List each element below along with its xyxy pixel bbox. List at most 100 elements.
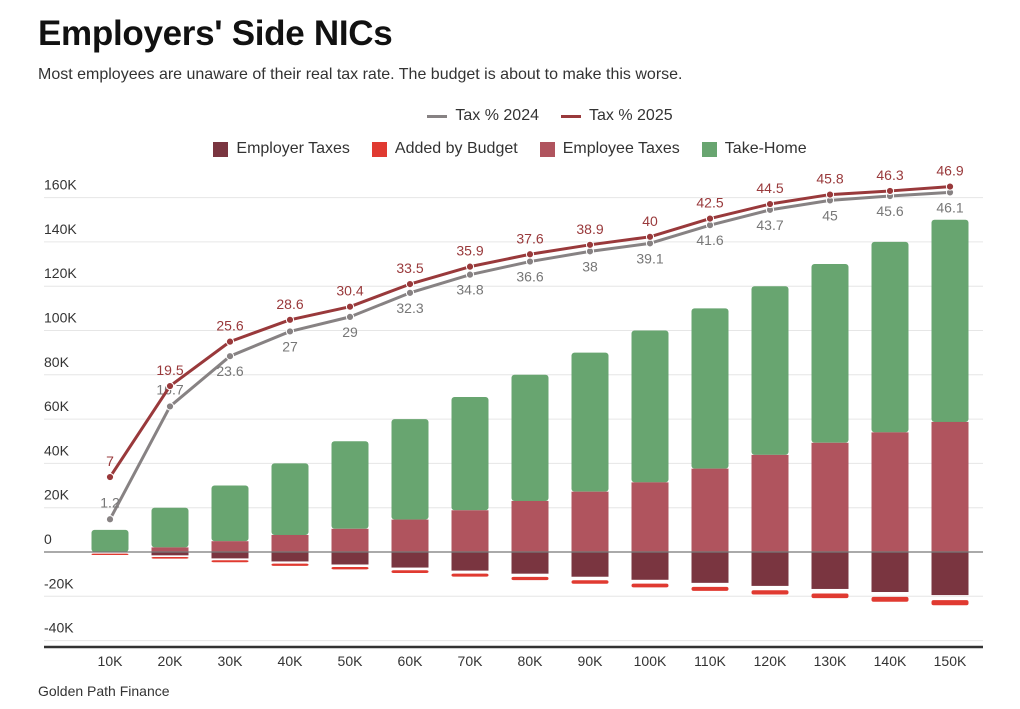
bar-added-by-budget [571,580,609,584]
bar-take-home [571,352,609,492]
data-label: 44.5 [756,180,783,196]
line-point [165,381,175,391]
line-point [285,327,295,336]
line-point [345,312,355,321]
line-legend: Tax % 2024 Tax % 2025 [0,107,1020,125]
data-label: 46.3 [876,167,903,183]
legend-swatch [561,114,581,118]
data-label: 25.6 [216,318,243,334]
data-label: 37.6 [516,230,543,246]
legend-swatch [539,141,555,157]
data-label: 36.6 [516,269,543,285]
legend-item-employee-taxes[interactable]: Employee Taxes [539,140,680,158]
y-tick-label: 20K [44,487,70,503]
legend-swatch [701,141,717,157]
bar-employee-taxes [331,528,369,552]
data-label: 27 [282,338,298,354]
bar-added-by-budget [331,566,369,570]
bar-added-by-budget [691,586,729,591]
x-tick-label: 10K [98,653,124,669]
bar-employer-taxes [271,552,309,562]
bar-employer-taxes [871,552,909,593]
bar-take-home [91,529,129,552]
bar-added-by-budget [871,596,909,602]
bar-employer-taxes [751,552,789,586]
bar-employer-taxes [211,552,249,559]
data-label: 7 [106,453,114,469]
x-tick-label: 130K [814,653,847,669]
bar-employee-taxes [931,421,969,552]
line-point [585,240,595,249]
legend-item-take-home[interactable]: Take-Home [701,140,807,158]
y-tick-label: 60K [44,398,70,414]
source-label: Golden Path Finance [38,683,170,699]
legend-swatch [371,141,387,157]
x-tick-label: 90K [578,653,604,669]
legend-label: Employer Taxes [236,140,350,157]
bar-employee-taxes [571,491,609,552]
bar-take-home [631,330,669,483]
bar-take-home [271,463,309,535]
bar-added-by-budget [631,583,669,588]
chart-title: Employers' Side NICs [38,14,393,53]
bar-added-by-budget [271,563,309,566]
bar-added-by-budget [811,593,849,599]
data-label: 38.9 [576,221,603,237]
x-tick-label: 50K [338,653,364,669]
bar-added-by-budget [391,570,429,573]
legend-item-added-by-budget[interactable]: Added by Budget [371,140,518,158]
legend-swatch [213,141,229,157]
bar-employee-taxes [151,547,189,552]
line-point [465,262,475,271]
y-tick-label: -40K [44,620,74,636]
legend-item-tax-2024[interactable]: Tax % 2024 [427,107,539,125]
x-tick-label: 140K [874,653,907,669]
y-tick-label: 100K [44,310,77,326]
bar-take-home [751,286,789,455]
bar-take-home [811,264,849,443]
line-point [825,190,835,199]
data-label: 29 [342,324,358,340]
bar-added-by-budget [211,560,249,563]
bar-added-by-budget [451,573,489,577]
line-point [225,337,235,346]
data-label: 23.6 [216,363,243,379]
legend-label: Take-Home [724,140,807,157]
legend-item-tax-2025[interactable]: Tax % 2025 [561,107,673,125]
line-point [465,270,475,279]
line-point [945,182,955,191]
data-label: 45.8 [816,171,843,187]
line-point [165,402,175,411]
bar-employee-taxes [871,432,909,552]
legend-label: Tax % 2025 [589,107,673,124]
data-label: 33.5 [396,260,423,276]
bar-added-by-budget [151,556,189,559]
data-label: 45 [822,207,838,223]
bar-employee-taxes [451,510,489,552]
data-label: 45.6 [876,203,903,219]
bar-employer-taxes [451,552,489,571]
bar-employer-taxes [631,552,669,580]
legend-item-employer-taxes[interactable]: Employer Taxes [213,140,350,158]
y-tick-label: 40K [44,442,70,458]
x-tick-label: 100K [634,653,667,669]
y-tick-label: 0 [44,531,52,547]
data-label: 35.9 [456,243,483,259]
line-point [225,352,235,361]
bar-employer-taxes [391,552,429,568]
data-label: 46.1 [936,199,963,215]
legend-label: Tax % 2024 [455,107,539,124]
bar-employee-taxes [691,468,729,552]
bar-take-home [931,219,969,422]
bar-take-home [211,485,249,542]
line-point [705,214,715,223]
data-label: 34.8 [456,282,483,298]
bar-take-home [451,396,489,511]
bar-added-by-budget [511,576,549,581]
bar-added-by-budget [931,600,969,606]
line-point [405,280,415,289]
line-point [525,250,535,259]
bar-employer-taxes [151,552,189,556]
